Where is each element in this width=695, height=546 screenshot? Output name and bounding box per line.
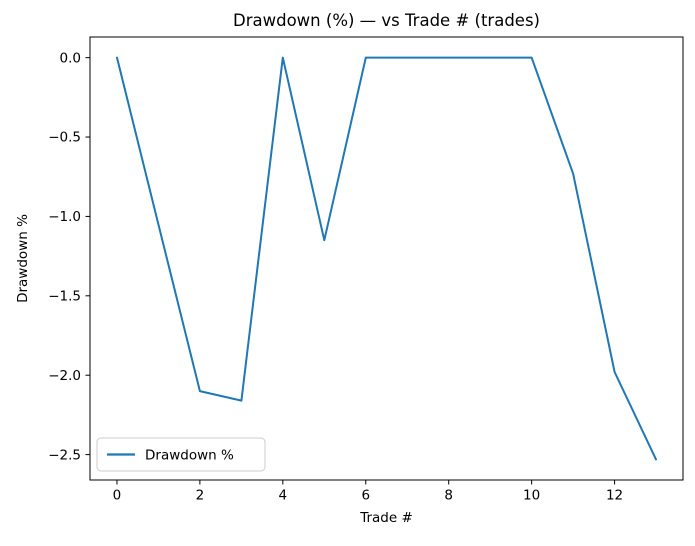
axes-spines	[89, 36, 684, 481]
x-tick-label: 10	[523, 488, 540, 504]
legend-entry-label: Drawdown %	[145, 448, 234, 464]
x-tick-label: 2	[196, 488, 205, 504]
x-tick-label: 6	[361, 488, 370, 504]
x-tick-label: 4	[279, 488, 288, 504]
chart-title: Drawdown (%) — vs Trade # (trades)	[233, 11, 540, 30]
y-tick-label: −1.0	[48, 209, 81, 225]
legend: Drawdown %	[96, 437, 266, 472]
y-tick-label: −0.5	[48, 130, 81, 146]
y-tick-label: −2.0	[48, 368, 81, 384]
x-axis-label: Trade #	[359, 510, 413, 526]
plot-area: 0 2 4 6 8 10 12 0.0 −0.5 −1.0 −1.5 −2.0 −2.5	[48, 36, 684, 504]
y-tick-label: −2.5	[48, 447, 81, 463]
x-tick-label: 0	[113, 488, 122, 504]
y-tick-label: 0.0	[60, 50, 81, 66]
drawdown-line-series	[116, 56, 657, 461]
y-tick-label: −1.5	[48, 289, 81, 305]
y-axis-label: Drawdown %	[15, 214, 31, 303]
x-tick-label: 8	[444, 488, 453, 504]
legend-box	[96, 437, 266, 472]
x-tick-label: 12	[606, 488, 623, 504]
